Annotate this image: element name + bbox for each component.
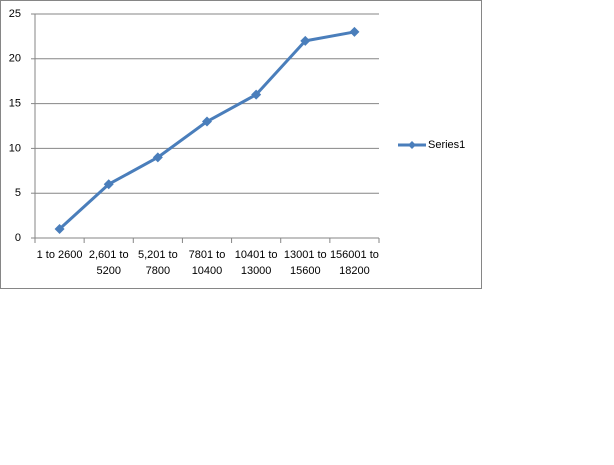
y-tick-label: 15 [9, 98, 21, 110]
y-tick-label: 5 [15, 187, 21, 199]
y-tick-label: 0 [15, 232, 21, 244]
x-tick-label-box: 10401 to 13000 [234, 249, 278, 277]
x-tick-label-box: 7801 to 10400 [188, 249, 226, 277]
legend-marker [408, 141, 416, 149]
x-tick-label: 1 to 2600 [36, 249, 83, 261]
y-tick-label: 10 [9, 142, 21, 154]
y-tick-label: 25 [9, 8, 21, 20]
x-tick-label-box: 13001 to 15600 [283, 249, 327, 277]
data-point [251, 89, 262, 100]
y-tick-label: 20 [9, 53, 21, 65]
data-point [202, 116, 212, 127]
x-tick-label: 7801 to 10400 [188, 249, 226, 277]
data-point [349, 26, 360, 37]
x-tick-label: 13001 to 15600 [283, 249, 327, 277]
x-tick-label-box: 156001 to 18200 [329, 249, 379, 277]
data-point [54, 224, 65, 235]
data-point [152, 152, 163, 163]
legend-label: Series1 [428, 139, 465, 151]
x-tick-label: 10401 to 13000 [234, 249, 278, 277]
x-tick-label-box: 1 to 2600 [36, 249, 83, 261]
x-tick-label-box: 2,601 to 5200 [88, 249, 129, 277]
data-point [103, 179, 114, 190]
x-tick-label: 5,201 to 7800 [137, 249, 178, 277]
x-tick-label-box: 5,201 to 7800 [137, 249, 178, 277]
x-tick-label: 2,601 to 5200 [88, 249, 129, 277]
x-tick-label: 156001 to 18200 [329, 249, 379, 277]
data-point [300, 35, 311, 46]
